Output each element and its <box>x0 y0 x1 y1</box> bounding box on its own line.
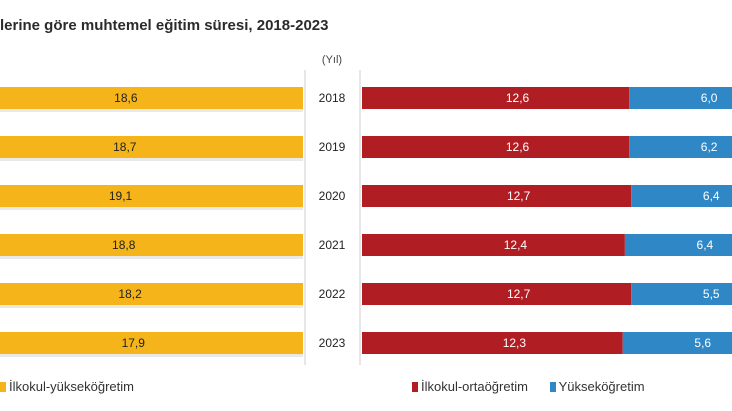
legend-item-primary-secondary: İlkokul-ortaöğretim <box>412 379 532 394</box>
bar-primary-secondary <box>362 87 630 109</box>
bar-higher <box>631 185 732 207</box>
bar-primary-secondary <box>362 136 630 158</box>
bar-higher <box>631 283 732 305</box>
data-label-total: 18,8 <box>112 238 136 252</box>
bar-higher <box>622 332 732 354</box>
data-label-total: 19,1 <box>109 189 133 203</box>
data-label-primary-secondary: 12,7 <box>507 287 531 301</box>
year-axis-label: (Yıl) <box>322 54 342 66</box>
bar-total <box>0 332 304 354</box>
bar-primary-secondary <box>362 283 632 305</box>
year-tick-label: 2022 <box>319 287 346 301</box>
legend-swatch-total <box>0 382 6 392</box>
year-tick-label: 2019 <box>319 140 346 154</box>
year-tick-label: 2018 <box>319 91 346 105</box>
bar-higher <box>624 234 732 256</box>
data-label-total: 18,7 <box>113 140 137 154</box>
data-label-higher: 5,6 <box>694 336 711 350</box>
legend-swatch-higher <box>549 382 556 392</box>
data-label-total: 18,6 <box>114 91 138 105</box>
legend-label-total: İlkokul-yükseköğretim <box>9 379 134 394</box>
data-label-total: 17,9 <box>122 336 146 350</box>
year-tick-label: 2021 <box>319 238 346 252</box>
data-label-primary-secondary: 12,6 <box>506 91 530 105</box>
data-label-higher: 6,4 <box>703 189 720 203</box>
bar-higher <box>629 87 732 109</box>
year-tick-label: 2020 <box>319 189 346 203</box>
bar-primary-secondary <box>362 185 632 207</box>
legend-item-total: İlkokul-yükseköğretim <box>0 379 134 394</box>
data-label-primary-secondary: 12,6 <box>506 140 530 154</box>
data-label-higher: 6,0 <box>701 91 718 105</box>
legend-label-primary-secondary: İlkokul-ortaöğretim <box>421 379 528 394</box>
bar-total <box>0 234 303 256</box>
data-label-primary-secondary: 12,7 <box>507 189 531 203</box>
legend-swatch-primary-secondary <box>412 382 418 392</box>
bar-total <box>0 283 303 305</box>
data-label-higher: 6,2 <box>701 140 718 154</box>
legend-label-higher: Yükseköğretim <box>558 379 645 394</box>
bar-total <box>0 136 303 158</box>
legend-right: İlkokul-ortaöğretim Yükseköğretim <box>412 379 663 394</box>
bar-total <box>0 185 303 207</box>
legend-left: İlkokul-yükseköğretim <box>0 379 152 394</box>
data-label-total: 18,2 <box>118 287 142 301</box>
legend-item-higher: Yükseköğretim <box>549 379 645 394</box>
bar-primary-secondary <box>362 332 623 354</box>
chart-title: lerine göre muhtemel eğitim süresi, 2018… <box>0 17 329 34</box>
bar-higher <box>629 136 732 158</box>
data-label-higher: 5,5 <box>703 287 720 301</box>
data-label-higher: 6,4 <box>697 238 714 252</box>
data-label-primary-secondary: 12,3 <box>503 336 527 350</box>
bar-total <box>0 87 304 109</box>
year-tick-label: 2023 <box>319 336 346 350</box>
bar-primary-secondary <box>362 234 625 256</box>
data-label-primary-secondary: 12,4 <box>504 238 528 252</box>
